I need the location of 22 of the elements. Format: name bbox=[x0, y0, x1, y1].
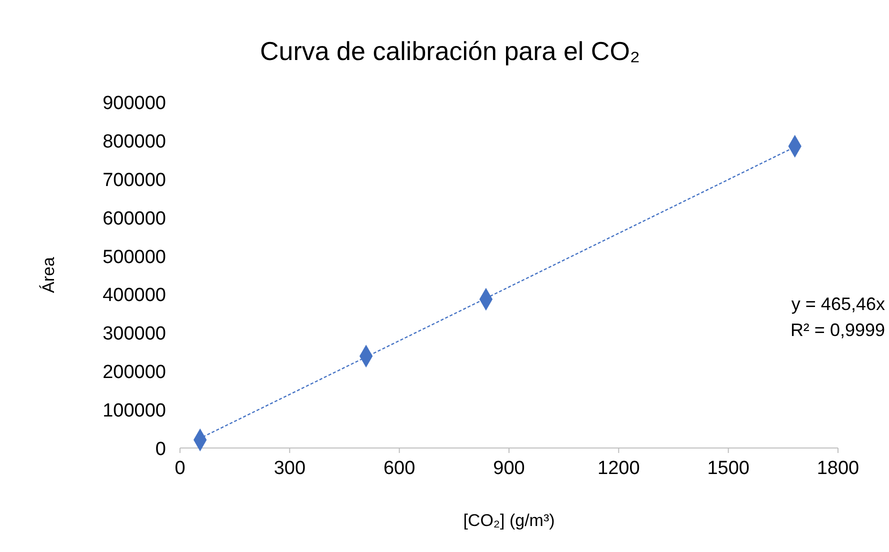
y-axis-title: Área bbox=[39, 256, 58, 293]
y-tick-label: 300000 bbox=[102, 324, 166, 345]
x-tick-label: 900 bbox=[493, 458, 525, 479]
x-tick-label: 1800 bbox=[816, 458, 860, 479]
x-tick-label: 300 bbox=[274, 458, 306, 479]
y-tick-label: 900000 bbox=[102, 93, 166, 114]
y-tick-label: 400000 bbox=[102, 285, 166, 306]
chart-title: Curva de calibración para el CO₂ bbox=[260, 36, 640, 66]
y-tick-label: 700000 bbox=[102, 170, 166, 191]
y-tick-label: 0 bbox=[155, 439, 166, 460]
x-axis-title: [CO₂] (g/m³) bbox=[463, 511, 555, 530]
y-tick-label: 100000 bbox=[102, 400, 166, 422]
y-tick-label: 500000 bbox=[102, 246, 166, 268]
y-tick-label: 800000 bbox=[102, 131, 166, 152]
annotation: y = 465,46x bbox=[791, 294, 885, 314]
x-tick-label: 600 bbox=[383, 458, 416, 479]
x-tick-label: 0 bbox=[174, 458, 186, 479]
x-tick-label: 1500 bbox=[707, 458, 750, 479]
y-tick-label: 200000 bbox=[102, 362, 166, 384]
annotation: R² = 0,9999 bbox=[790, 320, 885, 340]
y-tick-label: 600000 bbox=[102, 208, 166, 230]
x-tick-label: 1200 bbox=[598, 458, 640, 479]
